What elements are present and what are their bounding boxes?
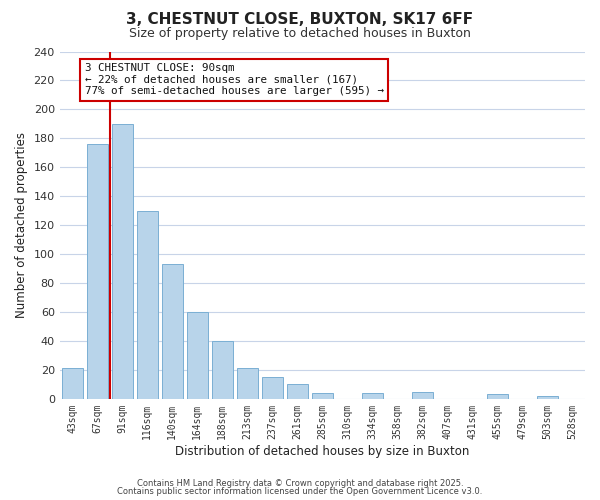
Bar [412, 392, 433, 399]
Text: Contains public sector information licensed under the Open Government Licence v3: Contains public sector information licen… [118, 487, 482, 496]
Bar [537, 396, 558, 399]
Bar [287, 384, 308, 399]
Bar [236, 368, 258, 399]
Bar [212, 341, 233, 399]
Bar [112, 124, 133, 399]
Y-axis label: Number of detached properties: Number of detached properties [15, 132, 28, 318]
Bar [312, 393, 333, 399]
Bar [362, 393, 383, 399]
Bar [86, 144, 108, 399]
X-axis label: Distribution of detached houses by size in Buxton: Distribution of detached houses by size … [175, 444, 470, 458]
Text: Contains HM Land Registry data © Crown copyright and database right 2025.: Contains HM Land Registry data © Crown c… [137, 478, 463, 488]
Bar [487, 394, 508, 399]
Bar [62, 368, 83, 399]
Bar [137, 210, 158, 399]
Bar [187, 312, 208, 399]
Bar [262, 377, 283, 399]
Text: Size of property relative to detached houses in Buxton: Size of property relative to detached ho… [129, 28, 471, 40]
Text: 3, CHESTNUT CLOSE, BUXTON, SK17 6FF: 3, CHESTNUT CLOSE, BUXTON, SK17 6FF [127, 12, 473, 28]
Text: 3 CHESTNUT CLOSE: 90sqm
← 22% of detached houses are smaller (167)
77% of semi-d: 3 CHESTNUT CLOSE: 90sqm ← 22% of detache… [85, 63, 383, 96]
Bar [161, 264, 183, 399]
